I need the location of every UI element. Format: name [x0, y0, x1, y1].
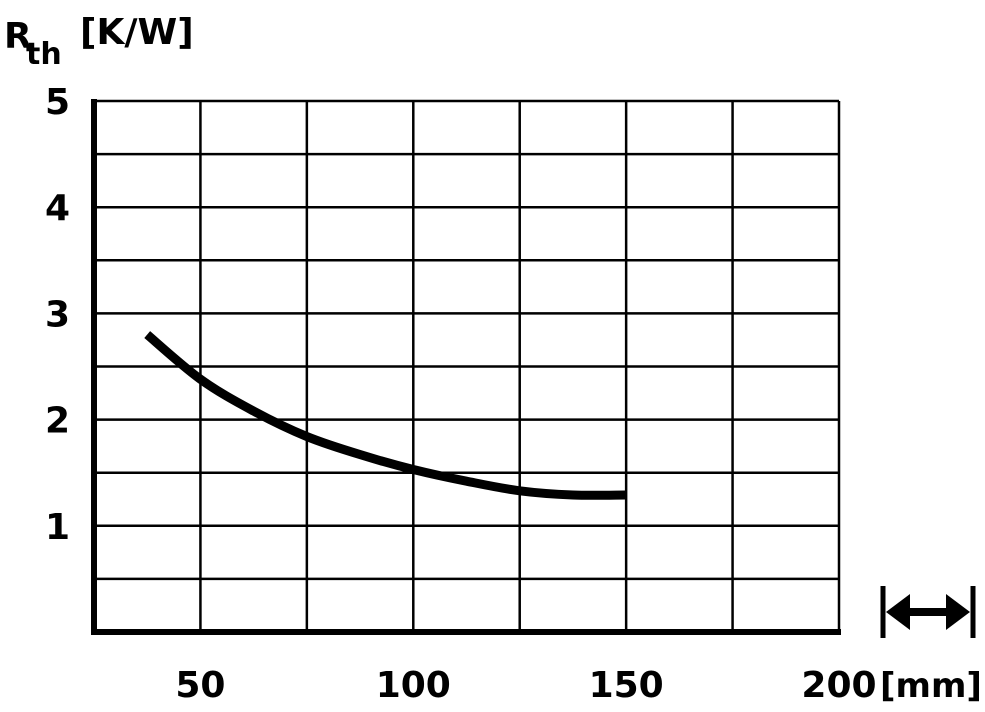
- width-arrow-right-head: [946, 594, 970, 630]
- y-axis-label-unit: [K/W]: [80, 12, 194, 53]
- width-arrow-icon: [880, 586, 976, 638]
- y-tick-label: 5: [45, 82, 70, 123]
- x-tick-label: 200: [801, 665, 876, 706]
- width-arrow-left-head: [886, 594, 910, 630]
- axis-layer: [91, 99, 841, 635]
- grid-layer: [94, 99, 841, 632]
- x-tick-label: 50: [175, 665, 225, 706]
- y-tick-label: 2: [45, 401, 70, 442]
- x-tick-label: 100: [376, 665, 451, 706]
- y-axis-label-sub: th: [26, 37, 62, 72]
- series-line: [144, 331, 627, 500]
- y-axis-label-main: R: [4, 16, 32, 57]
- x-tick-label: 150: [589, 665, 664, 706]
- x-axis-label-unit: [mm]: [880, 666, 982, 706]
- series-layer: [144, 331, 627, 500]
- y-tick-label: 4: [45, 188, 70, 229]
- label-layer: R th [K/W] [mm] 50 100 150 200 1 2 3 4 5: [4, 12, 982, 706]
- y-tick-label: 3: [45, 294, 70, 335]
- y-tick-label: 1: [45, 507, 70, 548]
